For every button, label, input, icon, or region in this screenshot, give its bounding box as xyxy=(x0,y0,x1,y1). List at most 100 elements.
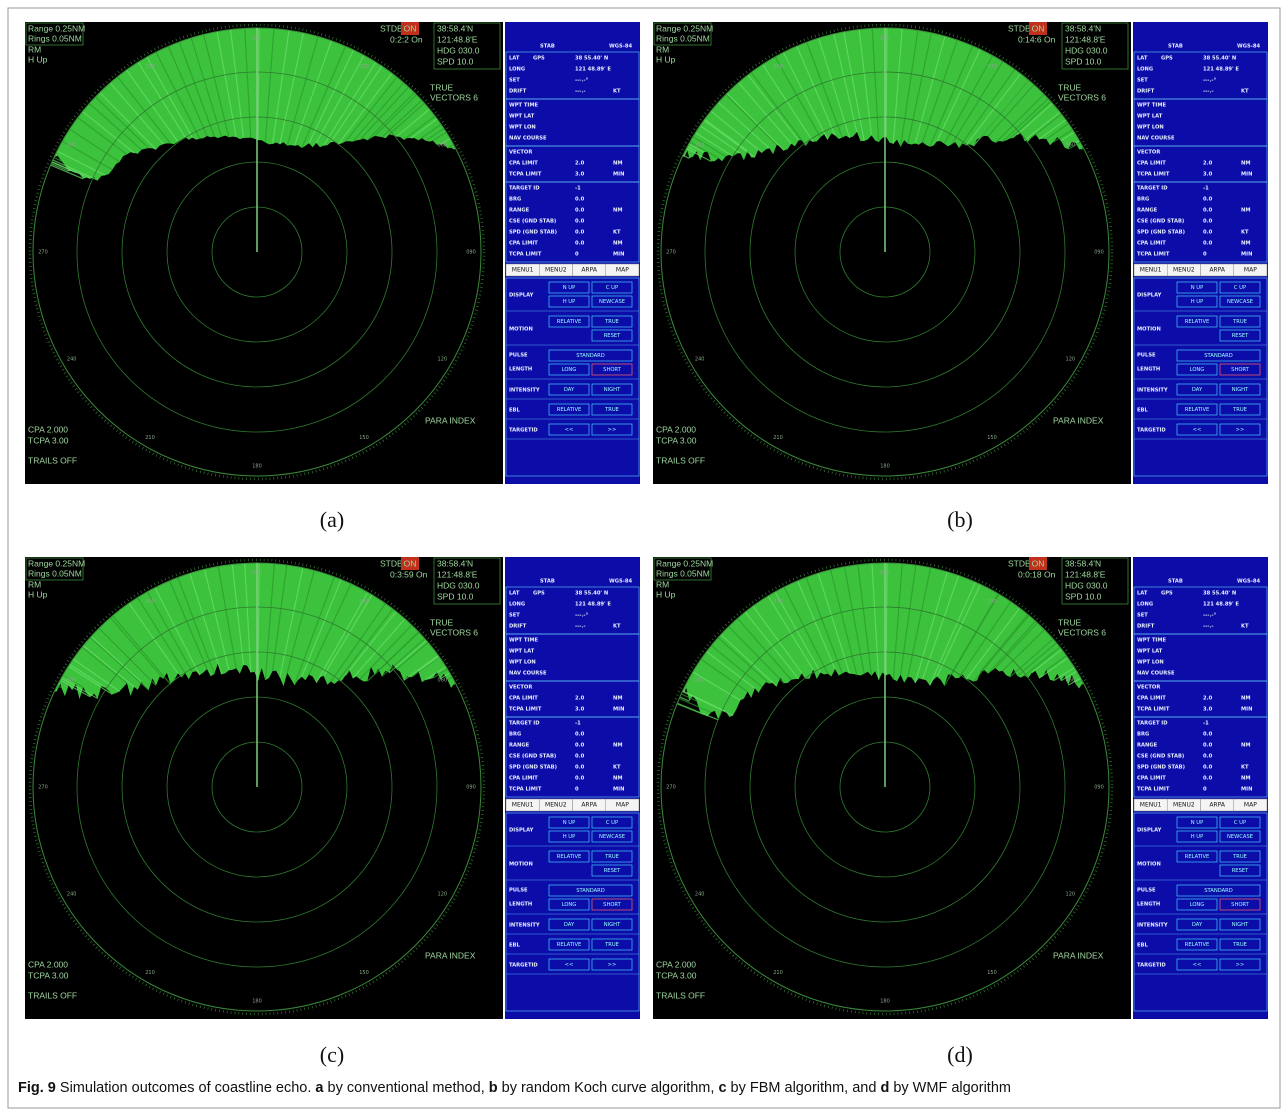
info-unit: NM xyxy=(1241,696,1251,702)
echo-streak xyxy=(293,576,335,686)
bearing-label: 240 xyxy=(695,357,705,363)
echo-streak xyxy=(829,569,858,675)
orientation-text: H Up xyxy=(656,589,676,599)
control-button-label: TRUE xyxy=(1232,854,1247,860)
echo-streak xyxy=(52,159,98,181)
echo-streak xyxy=(871,563,880,680)
info-label: WPT LAT xyxy=(509,649,535,655)
info-label: WPT LON xyxy=(1137,125,1164,131)
echo-streak xyxy=(704,118,748,152)
echo-streak xyxy=(337,72,393,145)
control-button xyxy=(591,363,633,376)
control-button xyxy=(1176,816,1218,829)
menu-tab-label: ARPA xyxy=(581,802,598,809)
range-text: Range 0.25NM xyxy=(28,23,85,33)
echo-streak xyxy=(59,679,91,698)
bearing-label: 060 xyxy=(1066,678,1076,684)
control-button-label: RELATIVE xyxy=(557,854,582,860)
control-button-label: STANDARD xyxy=(576,888,605,894)
echo-streak xyxy=(189,573,223,675)
rings-text: Rings 0.05NM xyxy=(656,568,710,578)
echo-streak xyxy=(921,575,960,680)
echo-streak xyxy=(330,65,383,143)
bearing-label: 150 xyxy=(987,435,997,441)
controls-box xyxy=(1133,277,1268,477)
echo-streak xyxy=(217,566,237,669)
echo-streak xyxy=(366,92,415,141)
control-button-label: TRUE xyxy=(604,942,619,948)
info-label: SET xyxy=(509,613,520,619)
cpa-text: CPA 2.000 xyxy=(656,959,696,969)
echo-streak xyxy=(710,110,763,154)
echo-streak xyxy=(72,658,120,692)
control-button-label: C UP xyxy=(1234,820,1246,826)
echo-streak xyxy=(929,45,974,147)
bearing-label: 300 xyxy=(695,678,705,684)
menu-tab-label: ARPA xyxy=(1209,802,1226,809)
echo-streak xyxy=(688,143,705,153)
control-button xyxy=(548,938,590,951)
info-label: TARGET ID xyxy=(1137,186,1168,192)
echo-streak xyxy=(1046,123,1069,140)
time-text: 0:3:59 On xyxy=(390,569,428,579)
control-button-label: SHORT xyxy=(603,902,622,908)
control-button-label: H UP xyxy=(563,834,575,840)
control-button-label: TRUE xyxy=(604,854,619,860)
caption-bold: c xyxy=(718,1080,726,1096)
info-label: VECTOR xyxy=(509,685,532,691)
info-label: CPA LIMIT xyxy=(509,776,538,782)
control-button xyxy=(591,403,633,416)
position-text: SPD 10.0 xyxy=(437,591,474,601)
echo-streak xyxy=(403,115,436,141)
echo-streak xyxy=(747,74,800,141)
info-label: BRG xyxy=(1137,197,1149,203)
control-button xyxy=(591,295,633,308)
caption-text: by random Koch curve algorithm, xyxy=(502,1080,715,1096)
motion-text: RM xyxy=(28,44,41,54)
echo-streak xyxy=(1038,119,1067,140)
control-button xyxy=(591,938,633,951)
echo-streak xyxy=(50,164,84,180)
control-button-label: RELATIVE xyxy=(1185,407,1210,413)
rings-text: Rings 0.05NM xyxy=(656,33,710,43)
control-button-label: LONG xyxy=(562,902,577,908)
control-button-label: NIGHT xyxy=(1232,922,1249,928)
bearing-label: 060 xyxy=(438,678,448,684)
bearing-label: 180 xyxy=(252,999,262,1005)
echo-streak xyxy=(447,676,453,681)
echo-streak xyxy=(1053,128,1073,143)
echo-streak xyxy=(1075,679,1083,685)
echo-streak xyxy=(914,571,948,684)
echo-streak xyxy=(337,608,394,681)
bearing-label: 210 xyxy=(773,435,783,441)
info-label: WPT TIME xyxy=(509,638,538,644)
bearing-label: 000 xyxy=(880,36,890,42)
control-button-label: NEWCASE xyxy=(1227,834,1253,840)
info-value: 0.0 xyxy=(575,219,585,225)
info-unit: KT xyxy=(1241,624,1249,630)
control-button xyxy=(548,830,590,843)
menu-tab-label: MENU2 xyxy=(545,802,567,809)
echo-streak xyxy=(381,99,423,138)
range-box xyxy=(653,557,712,581)
bearing-scale xyxy=(656,558,1114,1016)
echo-streak xyxy=(843,31,865,142)
echo-streak xyxy=(425,128,445,142)
info-label: CPA LIMIT xyxy=(509,161,538,167)
info-value: 121 48.89' E xyxy=(575,602,611,608)
echo-streak xyxy=(700,658,748,693)
echo-streak xyxy=(425,666,447,681)
radar-display: 000 030 060 090 120 150 180 210 240 270 300 330 xyxy=(656,23,1114,481)
info-value: 3.0 xyxy=(575,707,585,713)
control-button xyxy=(1176,884,1261,897)
echo-streak xyxy=(783,586,829,674)
echo-streak xyxy=(965,607,1021,680)
echo-streak xyxy=(109,82,164,145)
echo-streak xyxy=(682,154,690,159)
control-button-label: >> xyxy=(608,427,617,433)
echo-streak xyxy=(679,696,690,702)
echo-streak xyxy=(973,615,1030,682)
info-unit: MIN xyxy=(1241,787,1252,793)
echo-streak xyxy=(907,567,932,677)
time-text: 0:0:18 On xyxy=(1018,569,1056,579)
